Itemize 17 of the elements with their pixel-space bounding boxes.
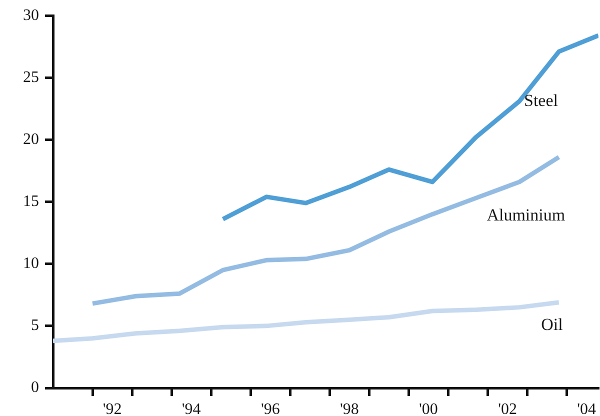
x-tick-label: '02 [498,400,517,416]
x-tick-label: '96 [260,400,280,416]
x-tick-label: '92 [102,400,122,416]
series-label: Steel [524,90,558,110]
x-tick-label: '04 [577,400,596,416]
x-tick-label: '98 [340,400,359,416]
x-tick-label: '94 [182,400,201,416]
y-tick-label: 30 [23,6,39,24]
y-tick-label: 10 [23,255,39,272]
y-tick-label: 25 [23,68,39,86]
series-label: Oil [541,314,564,334]
y-tick-label: 15 [23,193,39,210]
y-tick-label: 0 [31,379,39,396]
y-tick-label: 5 [31,317,39,334]
y-tick-label: 20 [23,130,39,148]
series-label: Aluminium [486,206,566,225]
x-tick-label: '00 [419,400,438,416]
